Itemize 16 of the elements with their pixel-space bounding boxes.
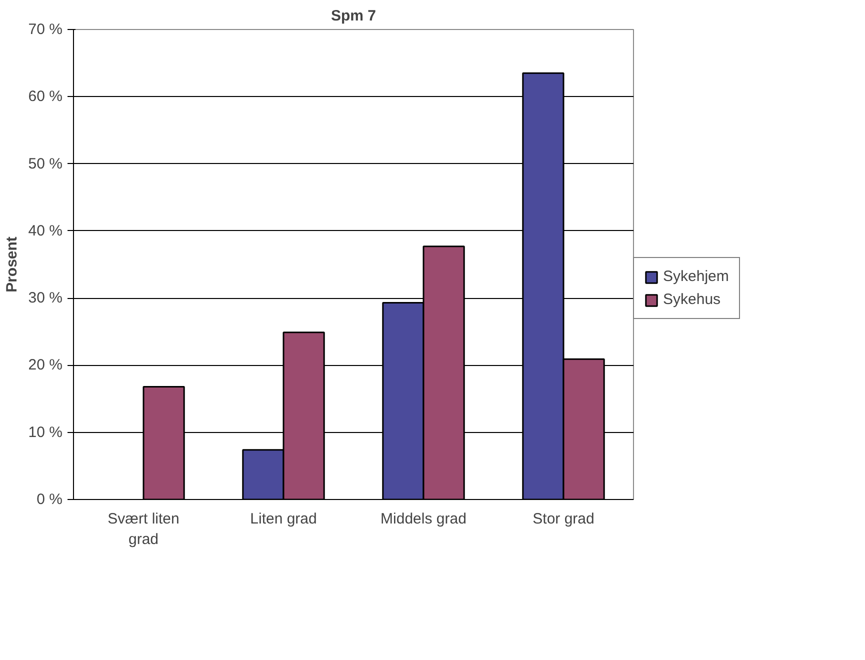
y-tick-label: 40 % [28,222,63,240]
y-tick-label: 20 % [28,356,63,374]
chart-title: Spm 7 [330,8,376,24]
y-tick-label: 60 % [28,88,63,106]
y-axis-title: Prosent [3,236,20,292]
legend-label: Sykehus [663,291,721,308]
x-tick-label: Liten grad [250,510,317,528]
x-tick-label: Stor grad [532,510,594,528]
y-tick-label: 30 % [28,290,63,307]
y-tick-label: 70 % [28,21,63,38]
y-tick-label: 10 % [28,424,63,441]
y-tick-label: 0 % [36,491,63,508]
y-tick-label: 50 % [28,155,63,172]
x-tick-label: Middels grad [380,510,466,528]
legend-label: Sykehjem [663,268,729,285]
x-tick-label: Svært liten grad [108,510,180,548]
